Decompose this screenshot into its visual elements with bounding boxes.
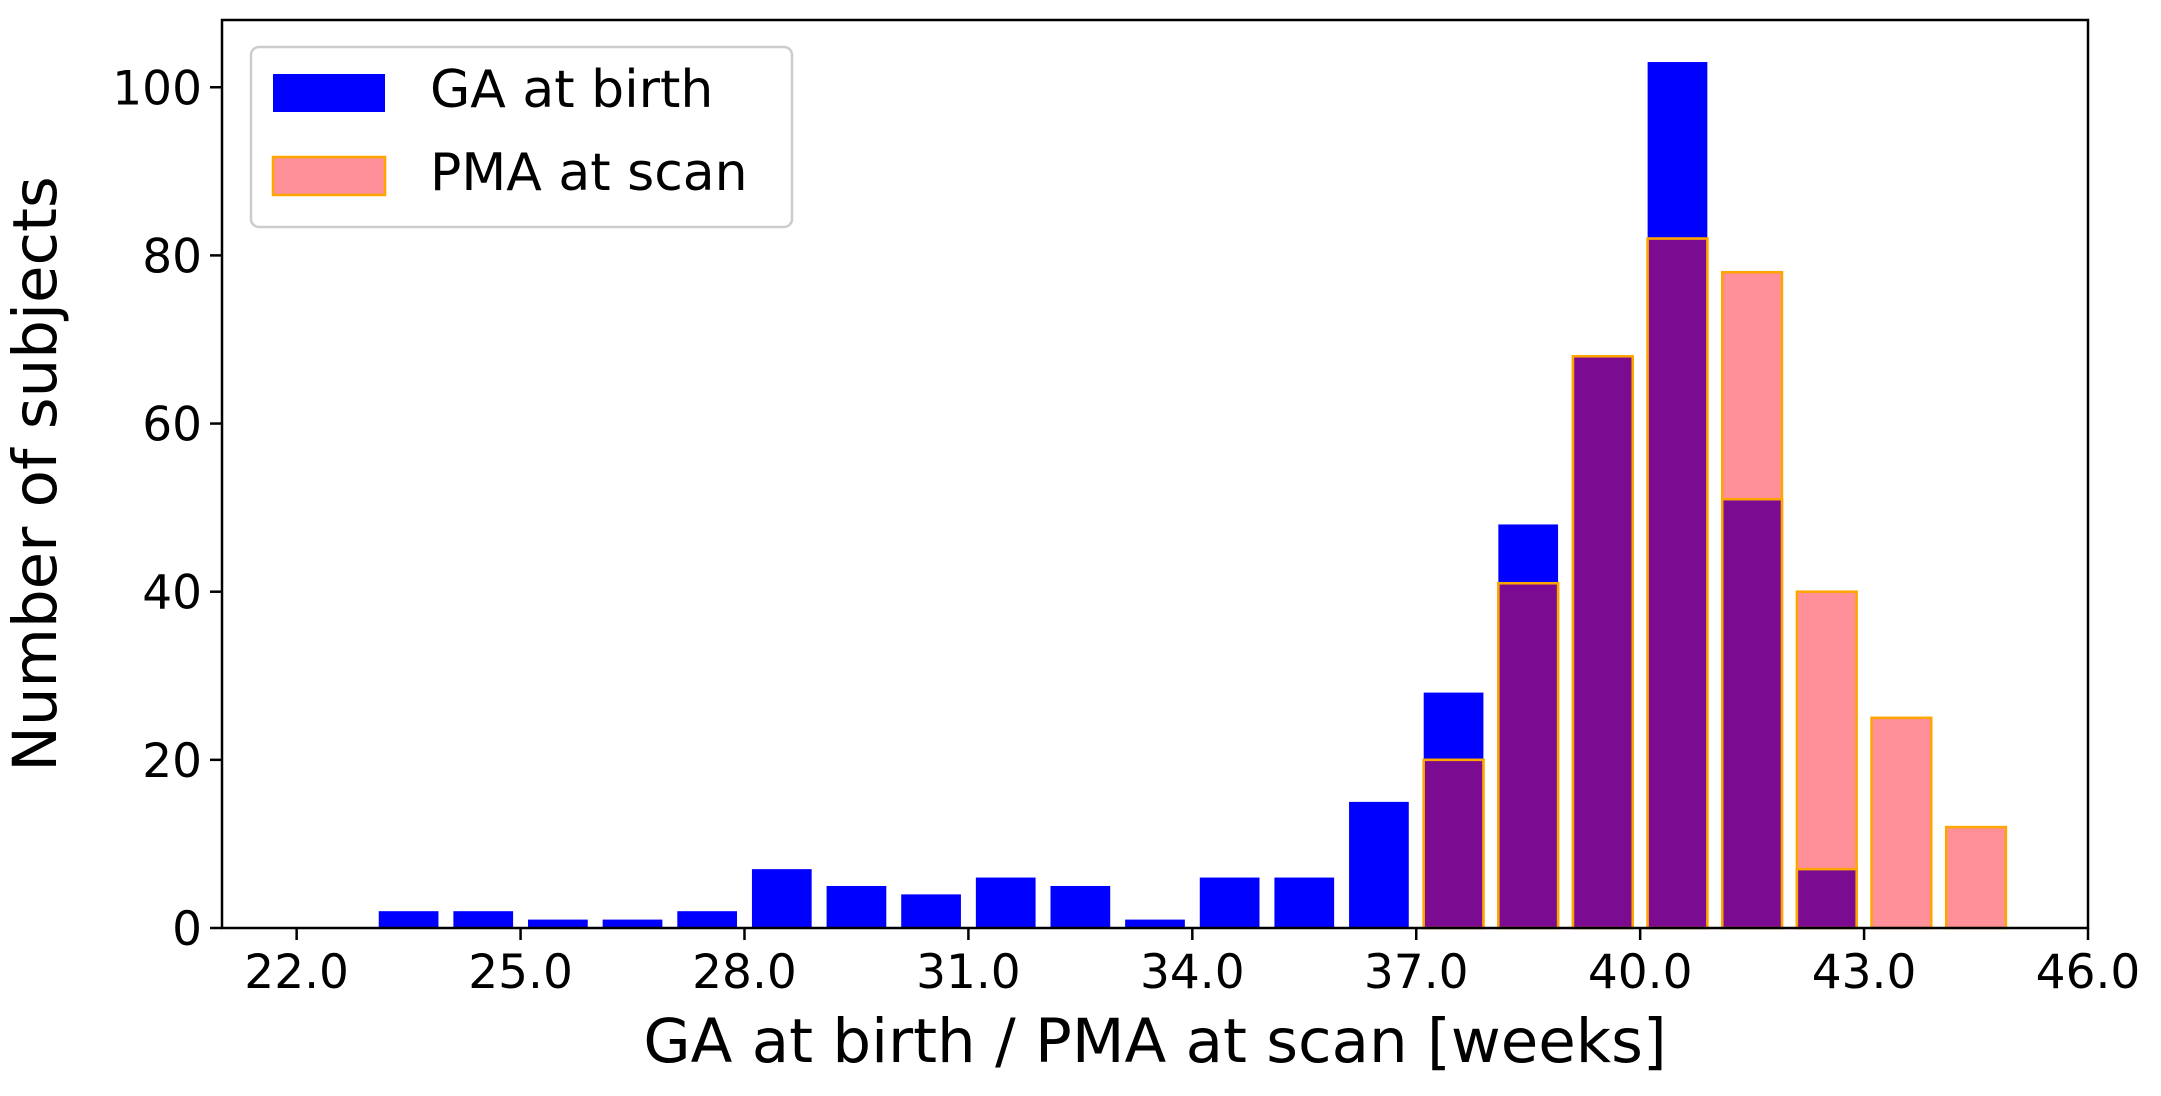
y-tick-label: 80 [142, 229, 202, 284]
y-tick-label: 20 [142, 734, 202, 789]
bar-overlap-38 [1497, 582, 1560, 930]
x-tick-label: 28.0 [692, 945, 797, 1000]
x-tick-label: 31.0 [916, 945, 1021, 1000]
bar-ga-at-birth-35 [1274, 877, 1335, 928]
x-tick-label: 40.0 [1588, 945, 1693, 1000]
bar-overlap-42 [1795, 867, 1858, 930]
bar-ga-at-birth-25 [528, 919, 588, 928]
legend-label-ga-at-birth: GA at birth [430, 60, 713, 120]
bar-pma-at-scan-44 [1944, 825, 2008, 930]
x-tick-label: 43.0 [1812, 945, 1917, 1000]
bar-ga-at-birth-31 [975, 877, 1036, 928]
bar-ga-at-birth-26 [602, 919, 663, 928]
x-tick-label: 46.0 [2036, 945, 2141, 1000]
x-tick-label: 25.0 [468, 945, 573, 1000]
legend-swatch-pma-at-scan [271, 155, 387, 197]
legend-swatch-ga-at-birth [273, 74, 385, 112]
x-tick-label: 37.0 [1364, 945, 1469, 1000]
bar-overlap-41 [1721, 497, 1784, 930]
bar-ga-at-birth-34 [1199, 877, 1260, 928]
axes-layer: 22.0 25.0 28.0 31.0 34.0 37.0 40.0 43.0 46.0 0 20 4… [112, 61, 2140, 1000]
bar-ga-at-birth-24 [453, 911, 514, 928]
bar-ga-at-birth-36 [1349, 801, 1409, 928]
bar-ga-at-birth-23 [378, 911, 439, 928]
x-tick-label: 34.0 [1140, 945, 1245, 1000]
y-tick-label: 0 [172, 902, 202, 957]
bar-ga-at-birth-30 [901, 894, 961, 928]
bar-pma-at-scan-43 [1870, 716, 1933, 930]
bars-layer [378, 62, 2008, 930]
bar-ga-at-birth-27 [677, 911, 738, 928]
plot-frame [220, 18, 2090, 930]
y-axis-label: Number of subjects [0, 176, 71, 772]
legend: GA at birth PMA at scan [249, 45, 794, 229]
x-tick-label: 22.0 [244, 945, 349, 1000]
bar-ga-at-birth-29 [826, 885, 887, 928]
y-tick-label: 40 [142, 566, 202, 621]
bar-ga-at-birth-32 [1050, 885, 1111, 928]
bar-ga-at-birth-28 [751, 869, 812, 928]
legend-label-pma-at-scan: PMA at scan [430, 143, 748, 203]
bar-overlap-40 [1646, 237, 1709, 930]
y-tick-label: 100 [112, 61, 202, 116]
y-tick-label: 60 [142, 398, 202, 453]
bar-overlap-39 [1571, 355, 1634, 930]
bar-ga-at-birth-33 [1125, 919, 1185, 928]
bar-overlap-37 [1422, 758, 1485, 930]
x-axis-label: GA at birth / PMA at scan [weeks] [643, 1006, 1666, 1077]
